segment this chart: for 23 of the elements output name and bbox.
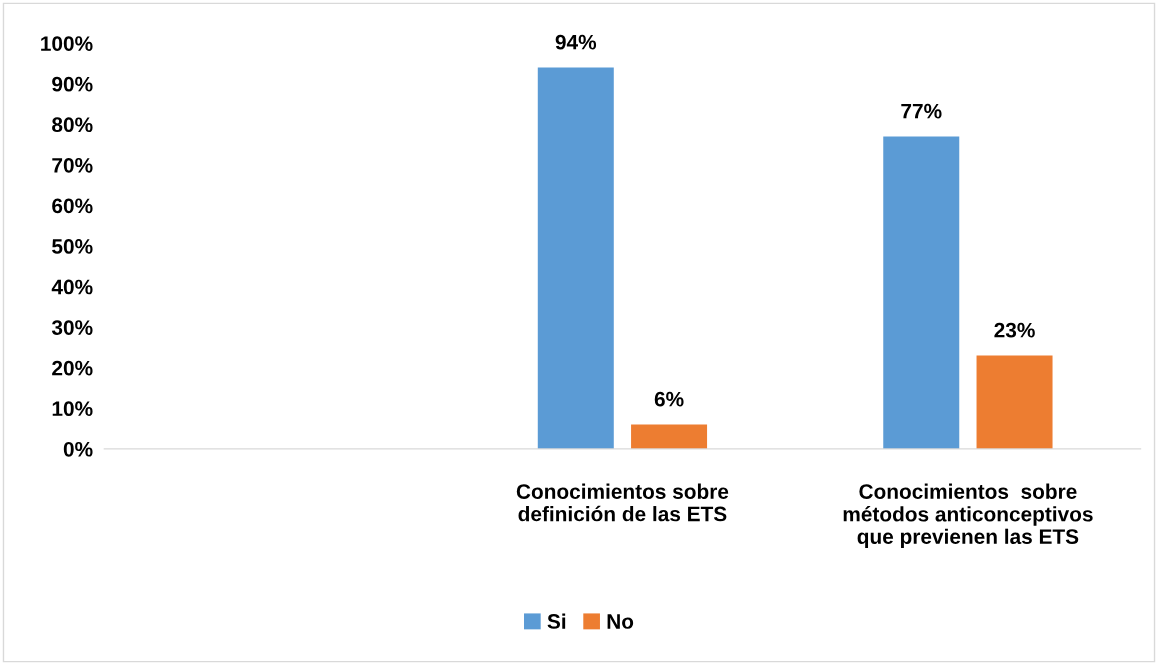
y-tick-label: 80% <box>52 117 93 133</box>
y-tick-label: 0% <box>63 441 93 457</box>
y-tick-label: 30% <box>51 320 93 335</box>
y-tick-label: 100% <box>41 36 93 51</box>
x-tick-label: Conocimientos sobre definición de las ETS <box>516 483 729 522</box>
y-tick-label: 60% <box>52 198 93 214</box>
x-tick-label: Conocimientos sobre métodos anticonceptivos que previenen las ETS <box>843 483 1093 549</box>
y-tick-label: 20% <box>52 360 93 376</box>
y-tick-label: 90% <box>52 76 93 92</box>
bar <box>537 67 614 449</box>
bar <box>976 355 1053 449</box>
text: 94% <box>555 34 597 50</box>
y-tick-label: 10% <box>52 401 93 417</box>
legend-label: No <box>607 614 634 629</box>
text: 23% <box>994 322 1035 338</box>
bar <box>631 424 708 449</box>
y-tick-label: 70% <box>52 157 93 173</box>
y-tick-label: 50% <box>52 239 93 254</box>
text: 6% <box>654 391 684 407</box>
bar <box>883 136 960 449</box>
text: 77% <box>901 103 942 119</box>
legend-label: Si <box>547 613 566 629</box>
y-tick-label: 40% <box>51 279 93 295</box>
